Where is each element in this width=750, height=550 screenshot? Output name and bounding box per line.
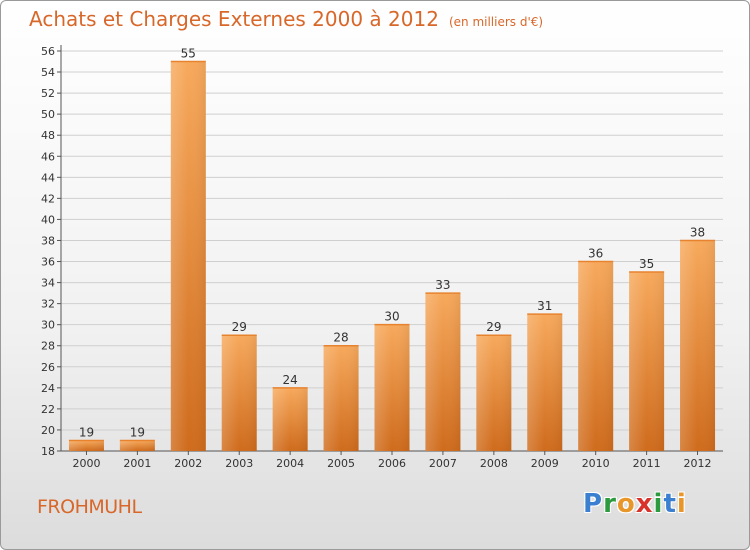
y-tick-label: 20 — [41, 424, 55, 437]
y-tick-label: 40 — [41, 213, 55, 226]
proxiti-logo[interactable]: Proxiti — [583, 489, 687, 519]
bar-layer — [68, 60, 716, 452]
x-tick-label-2004: 2004 — [276, 457, 304, 470]
logo-letter: o — [616, 489, 636, 519]
y-tick-label: 28 — [41, 340, 55, 353]
y-tick-label: 38 — [41, 234, 55, 247]
bar-shine-2007 — [425, 293, 461, 451]
bar-shine-2008 — [476, 335, 512, 451]
value-label-2010: 36 — [588, 247, 603, 261]
value-label-2009: 31 — [537, 299, 552, 313]
logo-letter: i — [676, 489, 687, 519]
x-tick-label-2005: 2005 — [327, 457, 355, 470]
y-tick-label: 32 — [41, 298, 55, 311]
logo-letter: P — [583, 489, 604, 519]
chart-title: Achats et Charges Externes 2000 à 2012 (e… — [29, 7, 543, 31]
value-label-2012: 38 — [690, 225, 705, 239]
value-label-2005: 28 — [333, 331, 348, 345]
bar-shine-2002 — [170, 61, 206, 452]
x-tick-label-2011: 2011 — [633, 457, 661, 470]
value-label-2007: 33 — [435, 278, 450, 292]
y-tick-label: 48 — [41, 129, 55, 142]
y-tick-label: 22 — [41, 403, 55, 416]
value-label-2002: 55 — [181, 47, 196, 61]
x-tick-label-2007: 2007 — [429, 457, 457, 470]
bar-shine-2003 — [221, 335, 257, 451]
x-tick-label-2003: 2003 — [225, 457, 253, 470]
y-tick-label: 52 — [41, 87, 55, 100]
y-tick-label: 24 — [41, 382, 55, 395]
y-tick-label: 44 — [41, 171, 55, 184]
logo-letter: x — [635, 489, 654, 519]
axis-layer: 18 20 22 24 26 28 30 32 34 36 38 40 42 44 46 48 50 52 54 56 — [41, 45, 723, 458]
value-label-2003: 29 — [232, 320, 247, 334]
x-tick-label-2012: 2012 — [684, 457, 712, 470]
logo-letter: r — [603, 489, 617, 519]
value-label-2011: 35 — [639, 257, 654, 271]
bar-shine-2001 — [119, 440, 155, 451]
logo-letter: t — [663, 489, 677, 519]
y-tick-label: 50 — [41, 108, 55, 121]
bar-shine-2009 — [527, 314, 563, 451]
bar-shine-2011 — [629, 272, 665, 451]
x-tick-label-2002: 2002 — [174, 457, 202, 470]
y-tick-label: 42 — [41, 192, 55, 205]
value-label-2001: 19 — [130, 425, 145, 439]
y-tick-label: 34 — [41, 277, 55, 290]
x-tick-label-2009: 2009 — [531, 457, 559, 470]
town-name: FROHMUHL — [37, 496, 142, 518]
bar-shine-2006 — [374, 324, 410, 451]
value-label-2004: 24 — [283, 373, 298, 387]
bar-shine-2010 — [578, 261, 614, 451]
logo-letter: i — [653, 489, 664, 519]
bar-shine-2005 — [323, 345, 359, 451]
x-tick-label-2010: 2010 — [582, 457, 610, 470]
y-tick-label: 54 — [41, 66, 55, 79]
label-layer: 19 2000 19 2001 55 2002 29 2003 24 2004 28 2005 30 20… — [72, 47, 711, 470]
y-tick-label: 30 — [41, 319, 55, 332]
y-tick-label: 26 — [41, 361, 55, 374]
bar-shine-2000 — [68, 440, 104, 451]
value-label-2008: 29 — [486, 320, 501, 334]
chart-unit: (en milliers d'€) — [448, 15, 544, 29]
y-tick-label: 46 — [41, 150, 55, 163]
x-tick-label-2006: 2006 — [378, 457, 406, 470]
y-tick-label: 18 — [41, 445, 55, 458]
x-tick-label-2008: 2008 — [480, 457, 508, 470]
x-tick-label-2000: 2000 — [72, 457, 100, 470]
value-label-2000: 19 — [79, 425, 94, 439]
bar-shine-2012 — [680, 240, 716, 451]
bar-shine-2004 — [272, 387, 308, 451]
value-label-2006: 30 — [384, 310, 399, 324]
x-tick-label-2001: 2001 — [123, 457, 151, 470]
y-tick-label: 36 — [41, 256, 55, 269]
y-tick-label: 56 — [41, 45, 55, 58]
chart-title-text: Achats et Charges Externes 2000 à 2012 — [29, 7, 439, 31]
